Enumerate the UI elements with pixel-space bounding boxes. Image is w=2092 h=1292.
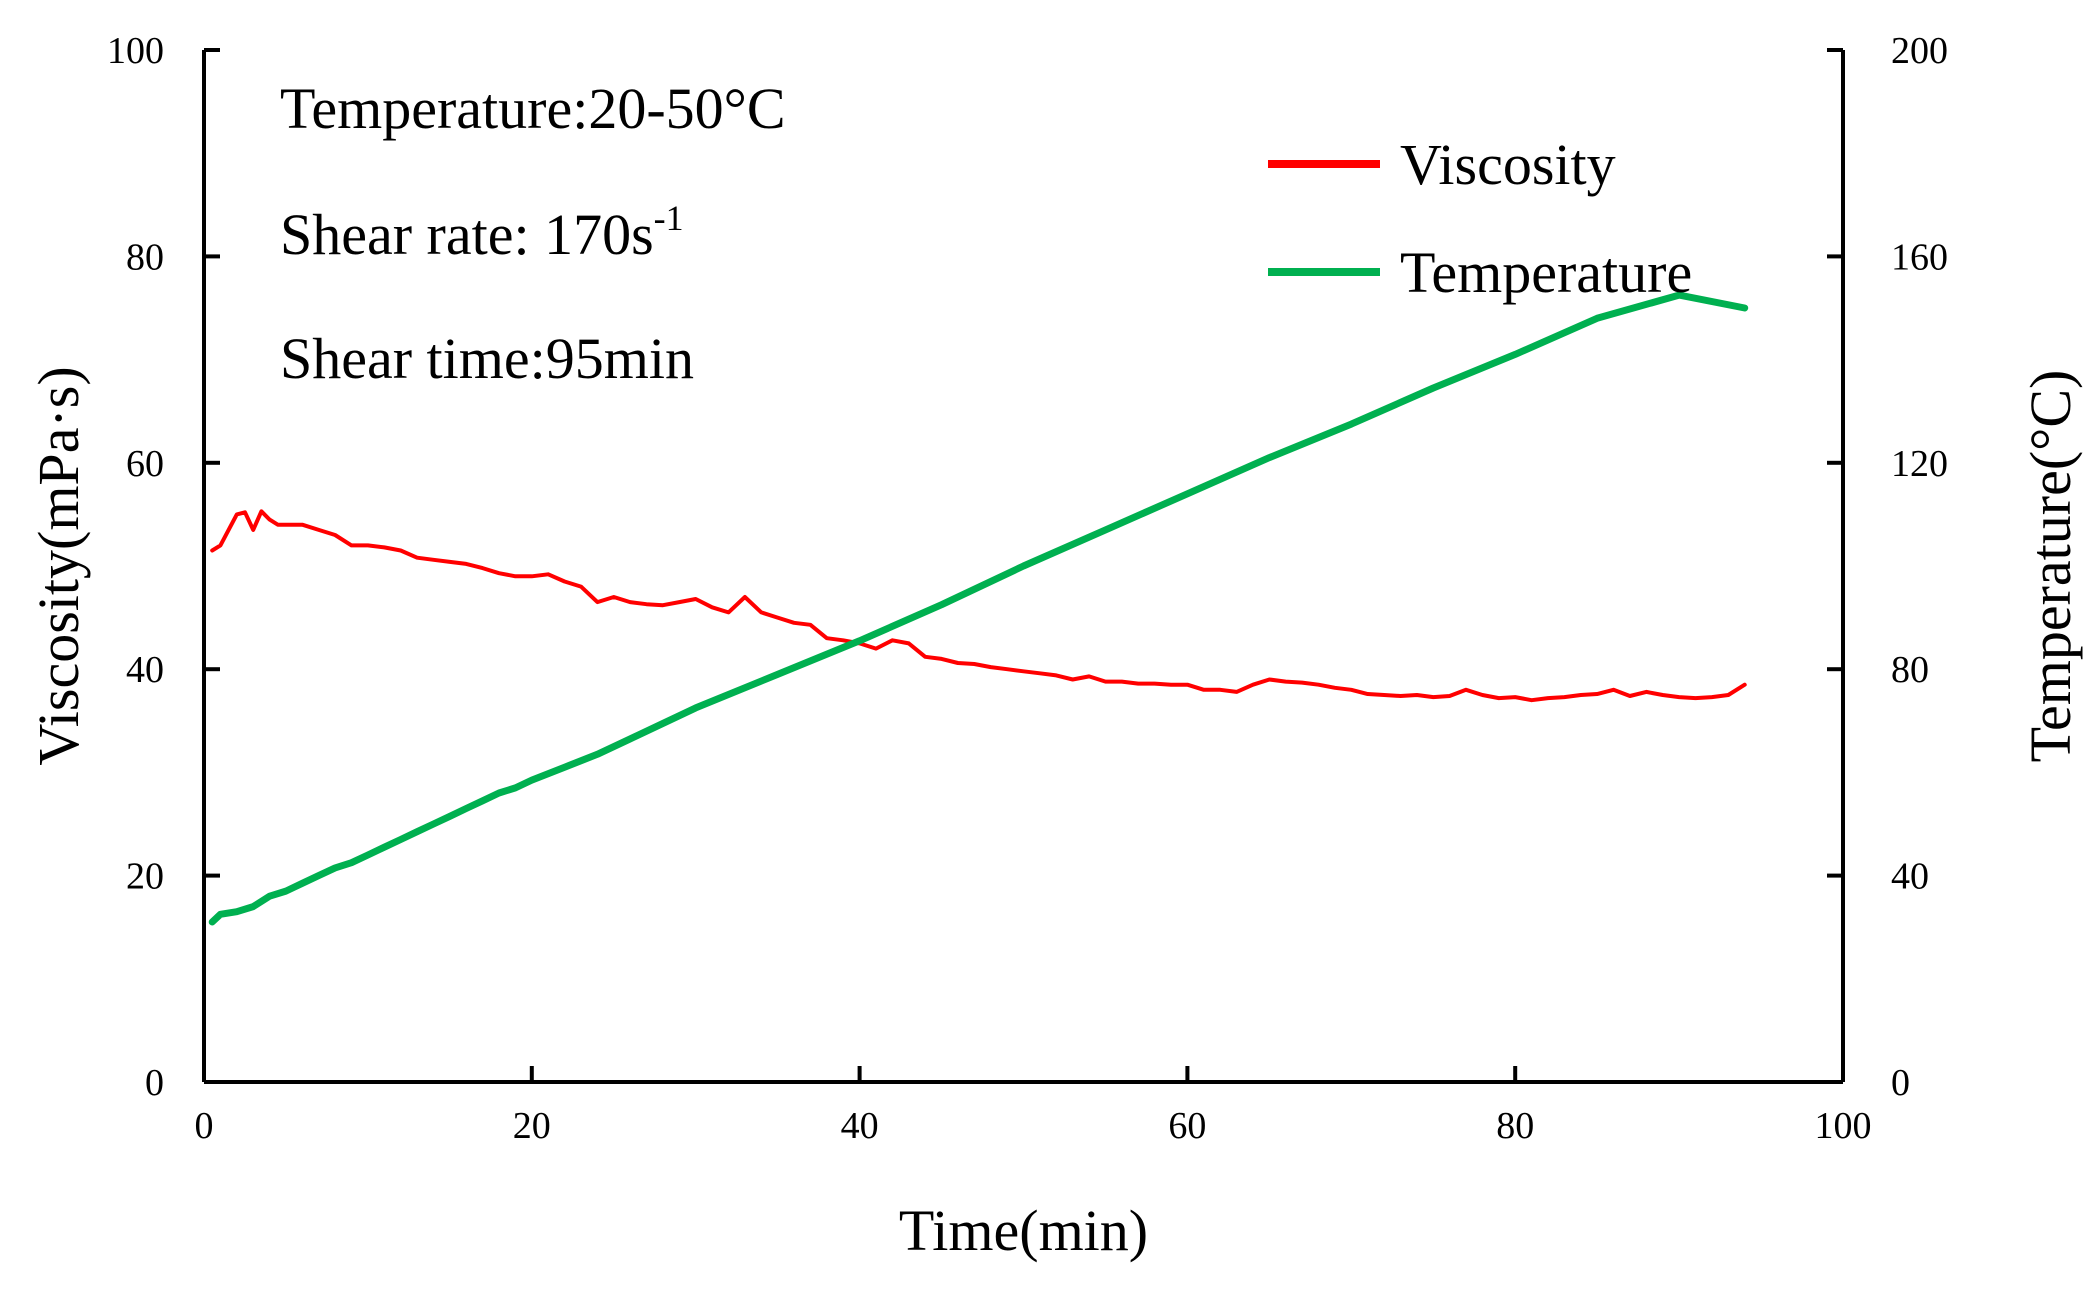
legend-label-temperature: Temperature	[1400, 240, 1692, 305]
annotation-shear-rate: Shear rate: 170s-1	[280, 198, 684, 267]
y-right-tick-label: 0	[1891, 1062, 1910, 1104]
y-axis-left-title: Viscosity(mPa·s)	[26, 366, 91, 765]
x-tick-label: 60	[1168, 1105, 1206, 1147]
annotation-temperature-range: Temperature:20-50°C	[280, 76, 786, 141]
y-left-tick-label: 40	[126, 649, 164, 691]
y-axis-right-title: Temperature(°C)	[2018, 370, 2083, 763]
series-line-temperature	[208, 291, 1749, 926]
legend-label-viscosity: Viscosity	[1400, 132, 1616, 197]
y-right-tick-label: 120	[1891, 443, 1948, 485]
tick-labels: 0 20 40 60 80 100 0 20 40 60 80 100 0 40 80 120 160 200	[107, 30, 1948, 1147]
y-right-tick-label: 80	[1891, 649, 1929, 691]
y-right-tick-label: 200	[1891, 30, 1948, 72]
y-left-tick-label: 100	[107, 30, 164, 72]
x-axis-title: Time(min)	[899, 1198, 1148, 1263]
series-layer	[208, 291, 1749, 926]
x-tick-label: 40	[841, 1105, 879, 1147]
y-left-tick-label: 60	[126, 443, 164, 485]
legend: Viscosity Temperature	[1268, 132, 1692, 305]
annotation-shear-rate-sup: -1	[654, 198, 684, 238]
y-right-tick-label: 40	[1891, 856, 1929, 898]
y-right-tick-label: 160	[1891, 236, 1948, 278]
annotation-shear-time: Shear time:95min	[280, 326, 694, 391]
x-tick-label: 20	[513, 1105, 551, 1147]
y-left-tick-label: 20	[126, 856, 164, 898]
y-left-tick-label: 0	[145, 1062, 164, 1104]
ticks	[202, 48, 1845, 1084]
series-line-viscosity	[210, 509, 1747, 703]
x-tick-label: 100	[1815, 1105, 1872, 1147]
y-left-tick-label: 80	[126, 236, 164, 278]
axes	[202, 50, 1845, 1084]
x-tick-label: 0	[195, 1105, 214, 1147]
annotation-shear-rate-main: Shear rate: 170s	[280, 202, 654, 267]
x-tick-label: 80	[1496, 1105, 1534, 1147]
